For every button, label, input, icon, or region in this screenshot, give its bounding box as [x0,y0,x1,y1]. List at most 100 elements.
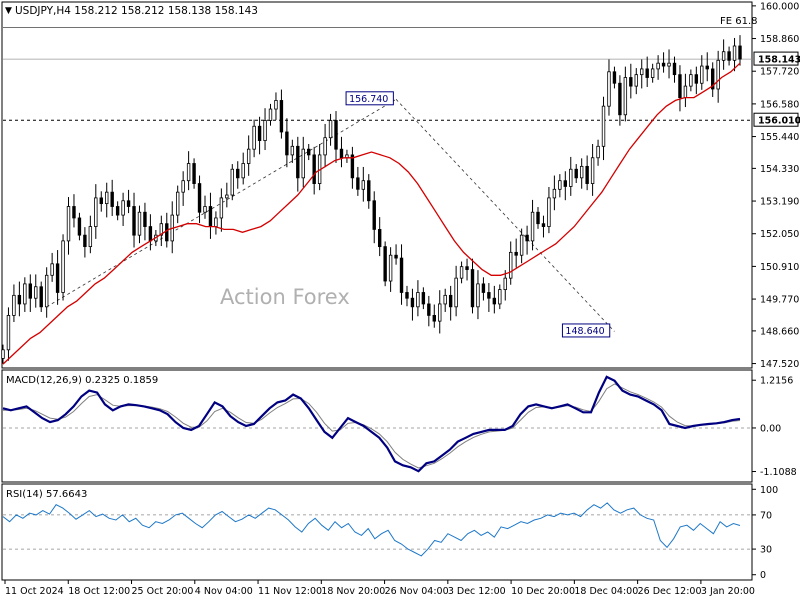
price-candle-body [203,206,207,213]
price-candle-body [236,168,240,179]
price-candle-body [443,294,447,305]
price-candle-body [312,154,316,184]
price-candle-body [285,131,289,156]
price-candle-body [115,206,120,216]
price-candle-body [465,266,469,270]
price-candle-body [181,180,185,193]
price-candle-body [405,292,409,299]
price-candle-body [61,240,65,293]
price-y-tick-label: 157.720 [760,67,799,78]
price-candle-body [39,286,43,308]
macd-line [2,375,741,473]
price-candle-body [590,157,595,184]
price-candle-body [629,77,633,87]
price-candle-body [241,163,245,179]
x-tick-label: 25 Oct 20:00 [132,586,194,597]
x-tick-label: 18 Nov 20:00 [321,586,385,597]
price-candle-body [563,180,568,187]
moving-average-line [2,62,741,365]
price-candle-body [192,163,196,184]
price-candle-body [476,283,480,308]
price-candle-body [596,145,600,159]
support-level-tag-box [753,112,799,127]
price-candle-body [481,283,486,293]
x-tick-label: 26 Dec 12:00 [638,586,702,597]
price-candle-body [23,283,27,305]
price-panel-frame [1,1,753,369]
price-candle-body [307,148,311,156]
price-y-tick-label: 155.440 [760,132,799,143]
price-candle-body [579,165,584,179]
price-candle-body [569,168,573,187]
rsi-label: RSI(14) 57.6643 [6,489,87,500]
price-candle-body [683,85,688,98]
x-axis: 11 Oct 2024 18 Oct 12:00 25 Oct 20:00 4 Nov… [4,580,755,597]
price-candle-body [372,200,376,230]
price-candle-body [110,191,114,207]
chart-header-triangle: ▼ [5,6,12,16]
macd-label: MACD(12,26,9) 0.2325 0.1859 [6,375,158,386]
price-candle-body [656,62,660,70]
price-candle-body [132,206,136,236]
price-candle-body [361,180,366,190]
price-candle-body [339,148,344,159]
low-label: 148.640 [565,326,604,337]
price-candle-body [126,200,131,207]
high-label-box [345,91,394,106]
moving-average [2,62,741,365]
price-candle-body [165,223,169,242]
price-candle-body [421,292,426,305]
price-candle-body [328,120,333,139]
price-candle-body [246,148,251,164]
x-tick-label: 18 Oct 12:00 [68,586,130,597]
x-tick-label: 3 Jan 20:00 [701,586,755,597]
macd-panel: 1.2156 0.00 -1.1088 [2,375,797,478]
price-candle-body [159,223,164,236]
price-candle-body [607,71,611,107]
price-candle-body [34,286,38,299]
price-candle-body [334,120,338,150]
price-candle-body [416,292,420,308]
price-candle-body [148,226,153,242]
rsi-y-tick-label: 70 [760,510,772,521]
rsi-line [2,502,741,557]
rsi-y-tick-label: 30 [760,545,772,556]
price-candle-body [732,45,737,61]
price-candle-body [175,191,180,216]
price-candle-body [66,206,71,242]
macd-panel-frame [1,369,753,483]
price-candle-body [448,294,453,308]
price-candle-body [99,197,103,205]
rsi-panel: 100 70 30 0 [2,485,778,581]
price-candle-body [519,234,524,256]
price-candle-body [634,74,638,87]
macd-y-tick-label: 0.00 [760,423,781,434]
price-candle-body [547,197,551,227]
price-candle-body [225,194,229,199]
x-tick-label: 11 Nov 12:00 [258,586,322,597]
price-candle-body [186,163,191,182]
trend-line-up [46,98,397,308]
price-candle-body [487,292,491,299]
price-candle-body [612,71,617,84]
price-candle-body [350,154,355,179]
price-candle-body [50,263,54,276]
price-candle-body [530,211,535,242]
current-price-tag-box [753,51,799,66]
price-candle-body [257,125,262,141]
price-y-tick-label: 150.910 [760,262,799,273]
price-candle-body [432,315,436,322]
price-candle-body [661,62,666,67]
price-candle-body [197,183,202,213]
price-candle-body [394,254,398,259]
price-candle-body [738,45,742,60]
price-grid: 160.000 158.860 157.720 156.580 155.440 154.3… [752,1,799,370]
price-candle-body [689,74,693,87]
low-label-box [561,323,611,338]
price-candle-body [274,100,278,110]
price-candle-body [678,74,682,98]
price-annotation-lines [3,26,752,332]
price-candle-body [377,229,382,248]
price-candle-body [356,177,360,190]
